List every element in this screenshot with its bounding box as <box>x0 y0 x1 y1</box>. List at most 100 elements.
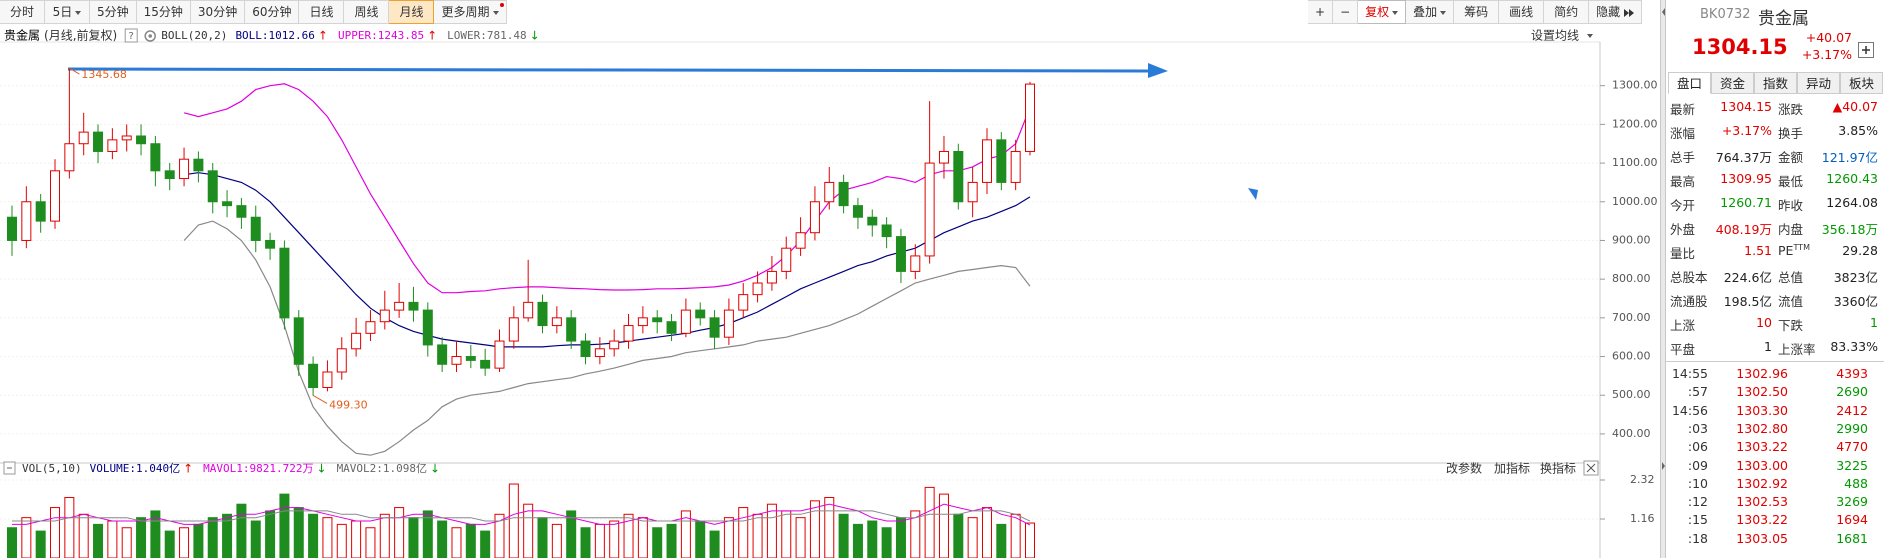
dropdown-caret <box>1392 10 1399 15</box>
candle-body <box>838 181 849 207</box>
period-tab[interactable]: 更多周期 <box>434 0 507 24</box>
volume-bar <box>652 527 663 558</box>
volume-bar <box>365 527 376 558</box>
candle-body <box>666 321 677 334</box>
field-value: 198.5亿 <box>1723 294 1772 309</box>
field-value: 408.19万 <box>1715 222 1772 237</box>
panel-splitter[interactable] <box>1660 0 1666 558</box>
volume-arrow: ↑ <box>183 462 193 476</box>
volume-ma-line <box>12 510 1031 522</box>
candle-body <box>766 270 777 284</box>
candle-body <box>150 143 161 172</box>
quote-tab[interactable]: 异动 <box>1797 72 1840 94</box>
field-label-text: 内盘 <box>1778 222 1804 237</box>
volume-bar <box>136 517 147 558</box>
candle-body <box>1010 150 1021 183</box>
period-tab[interactable]: 15分钟 <box>136 0 191 24</box>
tool-button[interactable]: + <box>1308 0 1334 24</box>
volume-bar <box>408 517 419 558</box>
period-tab[interactable]: 周线 <box>344 0 390 24</box>
candle-body <box>336 348 347 373</box>
tool-button[interactable]: 复权 <box>1358 0 1407 24</box>
tick-time: :03 <box>1687 420 1708 436</box>
volume-bar <box>265 510 276 558</box>
tool-label: 隐藏 <box>1596 5 1621 19</box>
quote-price: 1304.15 <box>1692 35 1788 59</box>
candle-body <box>21 201 32 241</box>
quote-tab[interactable]: 指数 <box>1754 72 1797 94</box>
indicator-value: BOLL:1012.66 <box>235 29 314 42</box>
period-tab[interactable]: 5日 <box>45 0 90 24</box>
quote-tab[interactable]: 盘口 <box>1668 72 1711 94</box>
volume-y-tick-label: 1.16 <box>1630 512 1655 525</box>
field-label: 昨收 <box>1778 195 1803 214</box>
tool-button[interactable]: 隐藏 <box>1589 0 1643 24</box>
candle-body <box>379 309 390 323</box>
tool-button[interactable]: 筹码 <box>1454 0 1500 24</box>
volume-bar <box>322 517 333 558</box>
period-tab[interactable]: 5分钟 <box>90 0 137 24</box>
candle-body <box>7 216 17 241</box>
field-value: 1260.43 <box>1826 171 1878 186</box>
drawn-trend-line[interactable] <box>67 67 1151 73</box>
tick-time: :12 <box>1687 494 1708 510</box>
volume-bar <box>594 523 605 558</box>
volume-legend: VOLUME:1.040亿 <box>90 462 180 475</box>
volume-bar <box>1025 522 1035 558</box>
field-label: 上涨率 <box>1778 339 1816 358</box>
candle-body <box>93 131 104 152</box>
period-tab[interactable]: 日线 <box>299 0 345 24</box>
period-tab[interactable]: 月线 <box>389 0 435 24</box>
tick-price: 1303.00 <box>1736 457 1788 473</box>
collapse-icon <box>1624 8 1630 17</box>
field-label-text: 最高 <box>1670 174 1696 189</box>
field-label-text: 下跌 <box>1778 318 1804 333</box>
quote-tab[interactable]: 资金 <box>1711 72 1754 94</box>
period-tab[interactable]: 30分钟 <box>190 0 246 24</box>
dropdown-caret <box>75 10 82 15</box>
tool-button[interactable]: − <box>1333 0 1359 24</box>
dropdown-caret <box>1587 34 1593 38</box>
volume-bar <box>809 500 820 558</box>
quote-panel: BK0732 贵金属 1304.15 +40.07 +3.17% 盘口 资金 指数异… <box>1666 0 1884 558</box>
field-label: 总手 <box>1670 147 1695 166</box>
tool-button[interactable]: 画线 <box>1499 0 1545 24</box>
volume-bar <box>250 520 261 558</box>
volume-title: VOL(5,10) <box>22 462 82 475</box>
y-tick-label: 1000.00 <box>1612 195 1658 208</box>
volume-bar <box>981 507 992 558</box>
volume-bar <box>781 510 792 558</box>
boll-line <box>184 172 1031 348</box>
candle-body <box>852 205 863 218</box>
volume-bar <box>824 496 835 558</box>
indicator-tool[interactable]: 改参数 <box>1446 461 1482 476</box>
volume-bar <box>351 520 362 558</box>
tool-button[interactable]: 简约 <box>1544 0 1590 24</box>
indicator-tool[interactable]: 加指标 <box>1494 461 1530 476</box>
indicator-tool[interactable]: 换指标 <box>1540 461 1576 476</box>
candle-body <box>652 317 663 323</box>
tick-price: 1303.05 <box>1736 530 1788 546</box>
volume-legend: MAVOL1:9821.722万 <box>203 462 313 475</box>
field-value: 1.51 <box>1744 243 1772 258</box>
tick-price: 1302.92 <box>1736 475 1788 491</box>
add-button[interactable] <box>1858 42 1874 58</box>
tick-volume: 1681 <box>1836 530 1868 546</box>
field-value: 3360亿 <box>1833 294 1878 309</box>
tab-label: 60分钟 <box>252 5 292 19</box>
candle-body <box>437 344 448 365</box>
low-marker-line <box>312 395 328 404</box>
candle-body <box>121 135 132 141</box>
volume-bar <box>308 513 319 558</box>
candle-body <box>881 224 892 238</box>
quote-tab[interactable]: 板块 <box>1840 72 1883 94</box>
period-tab[interactable]: 60分钟 <box>245 0 300 24</box>
tab-label: 分时 <box>9 5 34 19</box>
tool-label: 叠加 <box>1413 5 1438 19</box>
settings-gear-hub <box>148 34 153 38</box>
tool-button[interactable]: 叠加 <box>1406 0 1455 24</box>
candle-body <box>50 170 61 222</box>
field-label-text: 涨跌 <box>1778 102 1804 117</box>
period-tab[interactable]: 分时 <box>0 0 45 24</box>
tool-label: 复权 <box>1365 5 1390 19</box>
